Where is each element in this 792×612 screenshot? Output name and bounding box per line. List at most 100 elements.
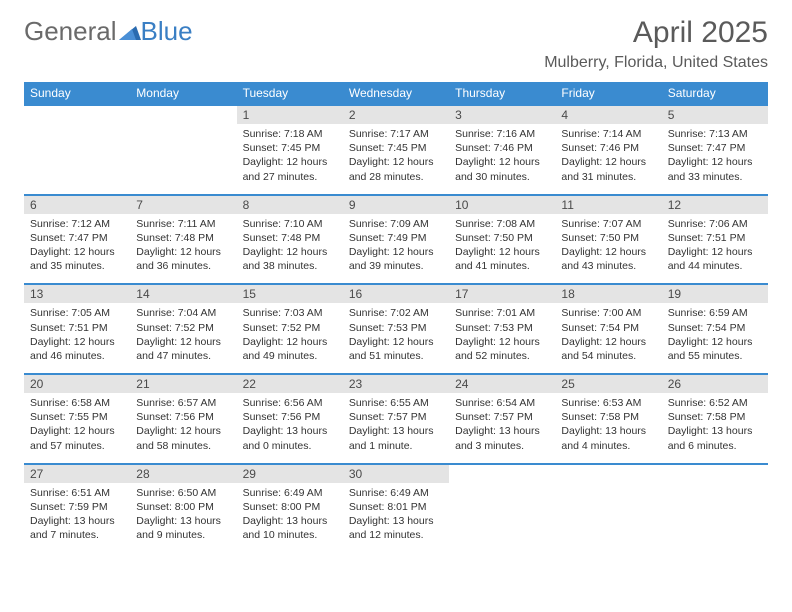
- logo-triangle-icon: [119, 16, 141, 32]
- day-body: Sunrise: 7:03 AMSunset: 7:52 PMDaylight:…: [237, 303, 343, 373]
- sunset: Sunset: 7:50 PM: [455, 231, 549, 245]
- calendar-cell: 25Sunrise: 6:53 AMSunset: 7:58 PMDayligh…: [555, 374, 661, 464]
- calendar-cell: 1Sunrise: 7:18 AMSunset: 7:45 PMDaylight…: [237, 105, 343, 195]
- calendar-cell: 15Sunrise: 7:03 AMSunset: 7:52 PMDayligh…: [237, 284, 343, 374]
- day-body: Sunrise: 7:16 AMSunset: 7:46 PMDaylight:…: [449, 124, 555, 194]
- day-body: Sunrise: 6:54 AMSunset: 7:57 PMDaylight:…: [449, 393, 555, 463]
- sunrise: Sunrise: 7:05 AM: [30, 306, 124, 320]
- daylight: Daylight: 12 hours and 36 minutes.: [136, 245, 230, 273]
- day-number: 18: [555, 285, 661, 303]
- sunrise: Sunrise: 7:03 AM: [243, 306, 337, 320]
- day-body: Sunrise: 7:08 AMSunset: 7:50 PMDaylight:…: [449, 214, 555, 284]
- daylight: Daylight: 12 hours and 38 minutes.: [243, 245, 337, 273]
- sunrise: Sunrise: 7:00 AM: [561, 306, 655, 320]
- sunset: Sunset: 7:53 PM: [455, 321, 549, 335]
- daylight: Daylight: 12 hours and 57 minutes.: [30, 424, 124, 452]
- sunrise: Sunrise: 7:17 AM: [349, 127, 443, 141]
- sunrise: Sunrise: 6:51 AM: [30, 486, 124, 500]
- day-number: 3: [449, 106, 555, 124]
- day-body: Sunrise: 6:57 AMSunset: 7:56 PMDaylight:…: [130, 393, 236, 463]
- day-number: 19: [662, 285, 768, 303]
- calendar-cell: 22Sunrise: 6:56 AMSunset: 7:56 PMDayligh…: [237, 374, 343, 464]
- day-body: Sunrise: 6:53 AMSunset: 7:58 PMDaylight:…: [555, 393, 661, 463]
- calendar-cell: 24Sunrise: 6:54 AMSunset: 7:57 PMDayligh…: [449, 374, 555, 464]
- day-body: Sunrise: 7:18 AMSunset: 7:45 PMDaylight:…: [237, 124, 343, 194]
- daylight: Daylight: 12 hours and 43 minutes.: [561, 245, 655, 273]
- sunrise: Sunrise: 7:04 AM: [136, 306, 230, 320]
- daylight: Daylight: 12 hours and 49 minutes.: [243, 335, 337, 363]
- calendar-cell: [130, 105, 236, 195]
- sunset: Sunset: 7:45 PM: [349, 141, 443, 155]
- sunset: Sunset: 7:49 PM: [349, 231, 443, 245]
- daylight: Daylight: 12 hours and 27 minutes.: [243, 155, 337, 183]
- sunset: Sunset: 7:52 PM: [136, 321, 230, 335]
- daylight: Daylight: 12 hours and 28 minutes.: [349, 155, 443, 183]
- day-number: 27: [24, 465, 130, 483]
- daylight: Daylight: 13 hours and 0 minutes.: [243, 424, 337, 452]
- day-number: 6: [24, 196, 130, 214]
- sunrise: Sunrise: 7:09 AM: [349, 217, 443, 231]
- sunrise: Sunrise: 7:08 AM: [455, 217, 549, 231]
- calendar-header-row: SundayMondayTuesdayWednesdayThursdayFrid…: [24, 82, 768, 105]
- day-body: Sunrise: 7:09 AMSunset: 7:49 PMDaylight:…: [343, 214, 449, 284]
- sunset: Sunset: 7:56 PM: [243, 410, 337, 424]
- day-body: Sunrise: 6:52 AMSunset: 7:58 PMDaylight:…: [662, 393, 768, 463]
- calendar-cell: [662, 464, 768, 553]
- calendar-cell: 27Sunrise: 6:51 AMSunset: 7:59 PMDayligh…: [24, 464, 130, 553]
- sunset: Sunset: 7:47 PM: [668, 141, 762, 155]
- day-header: Wednesday: [343, 82, 449, 105]
- day-number: 9: [343, 196, 449, 214]
- day-header: Monday: [130, 82, 236, 105]
- day-body: Sunrise: 7:10 AMSunset: 7:48 PMDaylight:…: [237, 214, 343, 284]
- sunset: Sunset: 7:46 PM: [561, 141, 655, 155]
- daylight: Daylight: 12 hours and 46 minutes.: [30, 335, 124, 363]
- calendar-cell: 16Sunrise: 7:02 AMSunset: 7:53 PMDayligh…: [343, 284, 449, 374]
- logo: General Blue: [24, 16, 193, 47]
- sunset: Sunset: 7:50 PM: [561, 231, 655, 245]
- calendar-cell: 13Sunrise: 7:05 AMSunset: 7:51 PMDayligh…: [24, 284, 130, 374]
- day-number: 17: [449, 285, 555, 303]
- day-header: Friday: [555, 82, 661, 105]
- title-block: April 2025 Mulberry, Florida, United Sta…: [544, 16, 768, 72]
- calendar-cell: [24, 105, 130, 195]
- sunrise: Sunrise: 6:55 AM: [349, 396, 443, 410]
- day-number: 7: [130, 196, 236, 214]
- sunset: Sunset: 7:56 PM: [136, 410, 230, 424]
- daylight: Daylight: 13 hours and 9 minutes.: [136, 514, 230, 542]
- page-title: April 2025: [544, 16, 768, 50]
- sunset: Sunset: 7:54 PM: [561, 321, 655, 335]
- calendar-cell: 2 Sunrise: 7:17 AMSunset: 7:45 PMDaylight…: [343, 105, 449, 195]
- sunrise: Sunrise: 7:14 AM: [561, 127, 655, 141]
- calendar-cell: 30Sunrise: 6:49 AMSunset: 8:01 PMDayligh…: [343, 464, 449, 553]
- logo-text-b: Blue: [141, 16, 193, 47]
- day-number: 16: [343, 285, 449, 303]
- day-number: 21: [130, 375, 236, 393]
- sunrise: Sunrise: 7:11 AM: [136, 217, 230, 231]
- day-number: 12: [662, 196, 768, 214]
- sunrise: Sunrise: 6:49 AM: [243, 486, 337, 500]
- daylight: Daylight: 12 hours and 33 minutes.: [668, 155, 762, 183]
- calendar-table: SundayMondayTuesdayWednesdayThursdayFrid…: [24, 82, 768, 552]
- calendar-cell: 8Sunrise: 7:10 AMSunset: 7:48 PMDaylight…: [237, 195, 343, 285]
- day-body: Sunrise: 7:12 AMSunset: 7:47 PMDaylight:…: [24, 214, 130, 284]
- day-number: 2: [343, 106, 449, 124]
- sunrise: Sunrise: 6:50 AM: [136, 486, 230, 500]
- day-number: 13: [24, 285, 130, 303]
- day-body: [449, 469, 555, 533]
- calendar-cell: 26Sunrise: 6:52 AMSunset: 7:58 PMDayligh…: [662, 374, 768, 464]
- sunrise: Sunrise: 6:59 AM: [668, 306, 762, 320]
- sunset: Sunset: 8:01 PM: [349, 500, 443, 514]
- day-body: Sunrise: 6:50 AMSunset: 8:00 PMDaylight:…: [130, 483, 236, 553]
- day-number: 20: [24, 375, 130, 393]
- sunrise: Sunrise: 6:49 AM: [349, 486, 443, 500]
- daylight: Daylight: 12 hours and 31 minutes.: [561, 155, 655, 183]
- day-number: 10: [449, 196, 555, 214]
- day-header: Sunday: [24, 82, 130, 105]
- daylight: Daylight: 12 hours and 55 minutes.: [668, 335, 762, 363]
- day-number: 25: [555, 375, 661, 393]
- daylight: Daylight: 12 hours and 44 minutes.: [668, 245, 762, 273]
- sunset: Sunset: 7:57 PM: [349, 410, 443, 424]
- day-body: Sunrise: 6:49 AMSunset: 8:00 PMDaylight:…: [237, 483, 343, 553]
- sunset: Sunset: 7:48 PM: [243, 231, 337, 245]
- calendar-cell: 29Sunrise: 6:49 AMSunset: 8:00 PMDayligh…: [237, 464, 343, 553]
